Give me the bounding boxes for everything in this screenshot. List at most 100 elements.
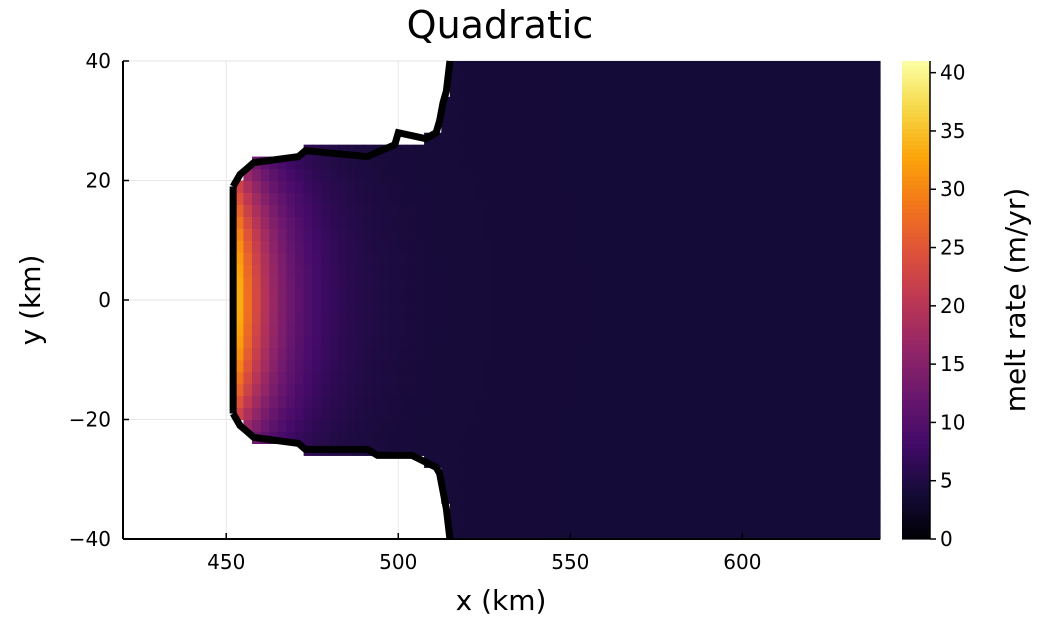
heatmap-cell (303, 180, 313, 194)
heatmap-cell (862, 431, 872, 444)
heatmap-cell (811, 276, 821, 289)
heatmap-cell (785, 168, 795, 182)
heatmap-cell (527, 479, 537, 492)
heatmap-cell (415, 168, 425, 182)
heatmap-cell (664, 443, 675, 456)
heatmap-cell (424, 156, 434, 170)
heatmap-cell (424, 407, 434, 421)
heatmap-cell (862, 120, 872, 134)
heatmap-cell (398, 407, 408, 421)
heatmap-cell (793, 180, 804, 194)
heatmap-cell (656, 288, 666, 301)
heatmap-cell (785, 359, 795, 373)
heatmap-cell (604, 61, 614, 74)
colorbar-swatch (902, 411, 930, 417)
heatmap-cell (492, 276, 503, 289)
colorbar-swatch (902, 391, 930, 397)
heatmap-cell (415, 407, 425, 421)
heatmap-cell (484, 371, 494, 385)
heatmap-cell (346, 192, 356, 205)
heatmap-cell (544, 72, 554, 86)
heatmap-cell (432, 180, 442, 194)
heatmap-cell (854, 61, 864, 74)
heatmap-cell (802, 144, 812, 158)
heatmap-cell (776, 515, 786, 528)
heatmap-cell (802, 323, 812, 337)
heatmap-cell (467, 455, 477, 468)
heatmap-cell (647, 300, 657, 313)
y-tick-label: −40 (69, 527, 111, 551)
heatmap-cell (639, 168, 649, 182)
heatmap-cell (449, 228, 460, 241)
heatmap-cell (252, 288, 262, 301)
heatmap-cell (458, 371, 468, 385)
heatmap-cell (656, 61, 666, 74)
heatmap-cell (811, 443, 821, 456)
heatmap-cell (415, 216, 425, 229)
heatmap-cell (733, 515, 743, 528)
heatmap-cell (252, 347, 262, 361)
heatmap-cell (578, 144, 589, 158)
heatmap-cell (303, 311, 313, 325)
heatmap-cell (690, 335, 700, 349)
colorbar-swatch (902, 168, 930, 174)
heatmap-cell (725, 240, 735, 253)
heatmap-cell (363, 359, 374, 373)
heatmap-cell (424, 443, 434, 456)
heatmap-cell (596, 431, 606, 444)
heatmap-cell (630, 132, 640, 146)
heatmap-cell (621, 204, 632, 217)
heatmap-cell (484, 288, 494, 301)
heatmap-cell (656, 72, 666, 86)
heatmap-cell (871, 431, 881, 444)
heatmap-cell (501, 371, 511, 385)
heatmap-cell (673, 252, 683, 265)
heatmap-cell (484, 455, 494, 468)
heatmap-cell (406, 204, 417, 217)
heatmap-cell (587, 96, 597, 110)
heatmap-cell (570, 323, 580, 337)
heatmap-cell (604, 228, 614, 241)
heatmap-cell (346, 347, 356, 361)
heatmap-cell (467, 527, 477, 540)
heatmap-cell (320, 431, 331, 444)
heatmap-cell (587, 288, 597, 301)
heatmap-cell (621, 311, 632, 325)
heatmap-cell (871, 419, 881, 433)
heatmap-cell (811, 180, 821, 194)
heatmap-cell (656, 168, 666, 182)
heatmap-cell (785, 443, 795, 456)
heatmap-cell (639, 347, 649, 361)
heatmap-cell (776, 288, 786, 301)
heatmap-cell (639, 252, 649, 265)
heatmap-cell (475, 240, 485, 253)
heatmap-cell (716, 347, 726, 361)
heatmap-cell (690, 264, 700, 277)
heatmap-cell (862, 491, 872, 504)
heatmap-cell (570, 120, 580, 134)
heatmap-cell (501, 228, 511, 241)
heatmap-cell (234, 264, 245, 277)
heatmap-cell (725, 335, 735, 349)
heatmap-cell (269, 407, 279, 421)
heatmap-cell (828, 216, 838, 229)
heatmap-cell (303, 204, 313, 217)
heatmap-cell (768, 240, 778, 253)
colorbar-swatch (902, 423, 930, 429)
heatmap-cell (355, 276, 365, 289)
heatmap-cell (424, 419, 434, 433)
heatmap-cell (854, 108, 864, 122)
heatmap-cell (424, 204, 434, 217)
heatmap-cell (639, 311, 649, 325)
heatmap-cell (432, 407, 442, 421)
heatmap-cell (845, 156, 855, 170)
heatmap-cell (664, 300, 675, 313)
heatmap-cell (243, 192, 253, 205)
heatmap-cell (716, 156, 726, 170)
heatmap-cell (802, 61, 812, 74)
heatmap-cell (647, 395, 657, 409)
heatmap-cell (656, 419, 666, 433)
heatmap-cell (845, 264, 855, 277)
heatmap-cell (260, 395, 270, 409)
heatmap-cell (432, 431, 442, 444)
